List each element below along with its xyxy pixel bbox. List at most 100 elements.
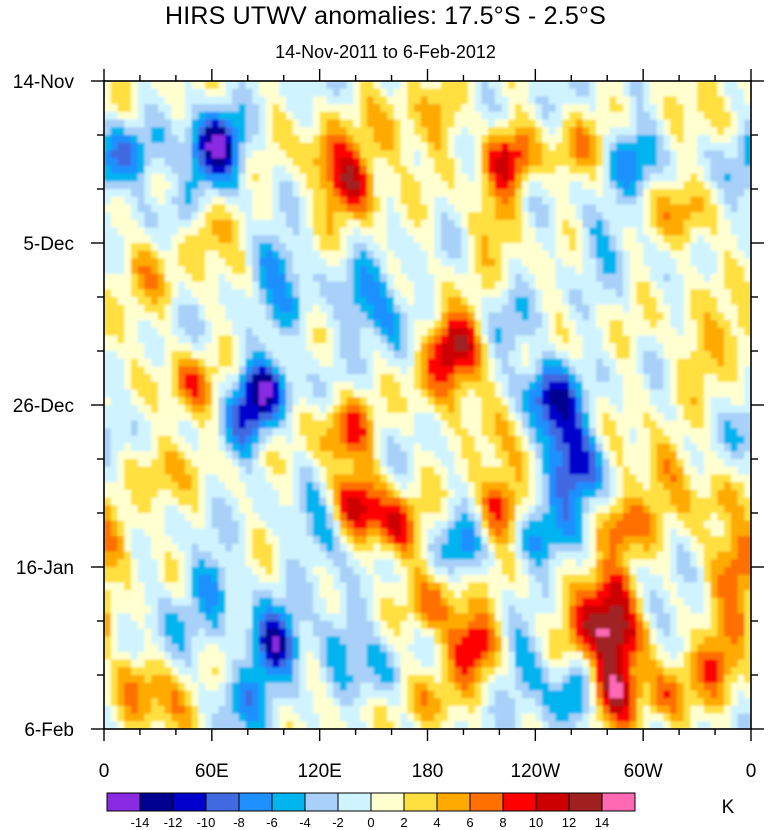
field-cell: [515, 397, 523, 406]
field-cell: [279, 196, 287, 206]
field-cell: [622, 142, 631, 152]
field-cell: [353, 119, 361, 128]
field-cell: [333, 397, 341, 406]
field-cell: [285, 273, 294, 283]
field-cell: [683, 88, 691, 98]
field-cell: [218, 196, 226, 206]
field-cell: [144, 320, 152, 329]
field-cell: [494, 204, 503, 213]
field-cell: [508, 111, 516, 121]
field-cell: [440, 104, 449, 113]
field-cell: [488, 173, 496, 182]
field-cell: [144, 204, 152, 213]
field-cell: [232, 235, 240, 244]
field-cell: [454, 150, 462, 159]
field-cell: [616, 374, 624, 383]
field-cell: [656, 289, 664, 298]
field-cell: [319, 358, 328, 368]
field-cell: [737, 335, 745, 344]
field-cell: [548, 127, 557, 136]
field-cell: [649, 397, 658, 406]
field-cell: [461, 235, 469, 244]
field-cell: [353, 405, 361, 414]
field-cell: [333, 135, 341, 144]
field-cell: [690, 258, 698, 267]
field-cell: [589, 343, 597, 352]
field-cell: [137, 320, 146, 329]
field-cell: [467, 150, 476, 159]
field-cell: [622, 219, 631, 229]
field-cell: [232, 443, 240, 452]
field-cell: [595, 443, 604, 452]
field-cell: [353, 397, 361, 406]
field-cell: [272, 250, 280, 260]
field-cell: [319, 459, 328, 468]
field-cell: [218, 127, 226, 136]
field-cell: [643, 351, 651, 360]
field-cell: [360, 243, 368, 252]
field-cell: [515, 127, 523, 136]
field-cell: [238, 358, 247, 368]
field-cell: [555, 366, 563, 375]
field-cell: [117, 88, 125, 98]
field-cell: [730, 235, 739, 244]
field-cell: [272, 204, 280, 213]
field-cell: [205, 111, 213, 121]
field-cell: [319, 81, 328, 90]
field-cell: [724, 227, 732, 236]
field-cell: [353, 212, 361, 221]
field-cell: [535, 351, 543, 360]
field-cell: [164, 181, 172, 190]
field-cell: [393, 335, 402, 344]
field-cell: [292, 273, 301, 283]
field-cell: [447, 243, 456, 252]
field-cell: [622, 111, 631, 121]
field-cell: [191, 173, 199, 182]
field-cell: [124, 135, 132, 144]
field-cell: [562, 451, 570, 460]
field-cell: [380, 127, 388, 136]
field-cell: [569, 320, 577, 329]
field-cell: [690, 366, 698, 375]
field-cell: [676, 111, 685, 121]
field-cell: [703, 428, 712, 437]
field-cell: [555, 312, 563, 321]
field-cell: [467, 474, 476, 483]
field-cell: [494, 297, 503, 306]
field-cell: [629, 320, 638, 329]
field-cell: [232, 281, 240, 290]
field-cell: [427, 150, 435, 159]
field-cell: [744, 158, 751, 167]
field-cell: [151, 88, 159, 98]
field-cell: [575, 189, 584, 198]
field-cell: [117, 196, 125, 206]
field-cell: [285, 466, 294, 476]
field-cell: [218, 358, 226, 368]
field-cell: [373, 196, 381, 206]
field-cell: [548, 474, 557, 483]
field-cell: [440, 111, 449, 121]
field-cell: [252, 158, 260, 167]
field-cell: [259, 258, 267, 267]
field-cell: [346, 104, 354, 113]
field-cell: [285, 428, 294, 437]
field-cell: [589, 459, 597, 468]
field-cell: [575, 374, 584, 383]
field-cell: [279, 189, 287, 198]
field-cell: [744, 127, 751, 136]
field-cell: [420, 443, 429, 452]
field-cell: [548, 320, 557, 329]
field-cell: [569, 289, 577, 298]
field-cell: [589, 189, 597, 198]
field-cell: [373, 111, 381, 121]
field-cell: [589, 219, 597, 229]
field-cell: [144, 443, 152, 452]
field-cell: [488, 227, 496, 236]
field-cell: [380, 327, 388, 337]
field-cell: [697, 327, 705, 337]
field-cell: [454, 451, 462, 460]
field-cell: [151, 235, 159, 244]
field-cell: [393, 374, 402, 383]
field-cell: [393, 451, 402, 460]
field-cell: [407, 289, 415, 298]
